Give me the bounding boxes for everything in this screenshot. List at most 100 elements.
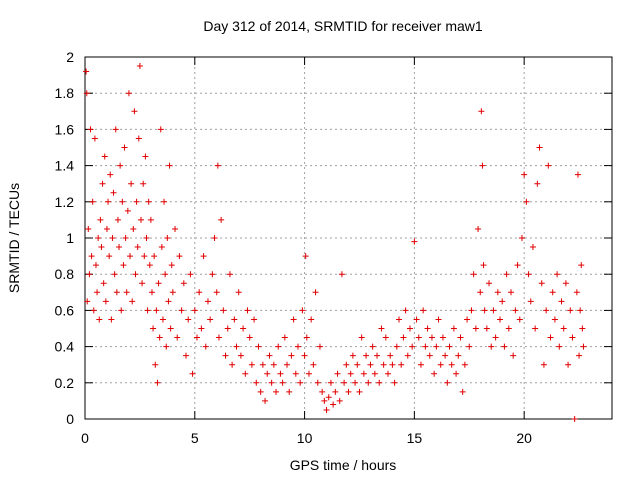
data-point: [237, 352, 244, 359]
data-point: [402, 307, 409, 314]
data-point: [545, 162, 552, 169]
data-point: [464, 316, 471, 323]
data-point: [470, 271, 477, 278]
data-point: [264, 370, 271, 377]
data-point: [180, 280, 187, 287]
data-point: [220, 307, 227, 314]
data-point: [578, 262, 585, 269]
data-point: [275, 343, 282, 350]
data-point: [391, 379, 398, 386]
data-point: [532, 325, 539, 332]
data-point: [140, 180, 147, 187]
data-point: [240, 325, 247, 332]
y-tick-label: 0.4: [55, 339, 75, 355]
data-point: [341, 379, 348, 386]
data-point: [477, 289, 484, 296]
data-point: [327, 379, 334, 386]
data-point: [371, 370, 378, 377]
data-point: [374, 352, 381, 359]
data-point: [305, 370, 312, 377]
data-point: [233, 343, 240, 350]
data-point: [319, 388, 326, 395]
data-point: [565, 361, 572, 368]
data-point: [159, 316, 166, 323]
data-point: [270, 361, 277, 368]
data-point: [116, 244, 123, 251]
data-point: [426, 352, 433, 359]
data-point: [431, 370, 438, 377]
data-point: [413, 316, 420, 323]
data-point: [125, 90, 132, 97]
data-point: [514, 262, 521, 269]
data-point: [521, 171, 528, 178]
data-point: [200, 253, 207, 260]
data-point: [417, 361, 424, 368]
data-point: [314, 379, 321, 386]
data-point: [358, 334, 365, 341]
data-point: [551, 316, 558, 323]
data-point: [155, 280, 162, 287]
data-point: [486, 280, 493, 287]
data-point: [433, 343, 440, 350]
data-point: [376, 379, 383, 386]
data-point: [110, 189, 117, 196]
x-tick-label: 10: [297, 430, 313, 446]
x-tick-label: 0: [81, 430, 89, 446]
data-point: [136, 63, 143, 70]
data-point: [321, 397, 328, 404]
data-point: [284, 361, 291, 368]
data-point: [129, 298, 136, 305]
data-point: [191, 307, 198, 314]
data-point: [446, 343, 453, 350]
data-point: [94, 289, 101, 296]
data-point: [259, 361, 266, 368]
data-point: [111, 271, 118, 278]
data-point: [214, 162, 221, 169]
data-point: [534, 180, 541, 187]
data-point: [102, 298, 109, 305]
data-point: [387, 352, 394, 359]
data-point: [268, 379, 275, 386]
x-tick-label: 15: [407, 430, 423, 446]
data-point: [549, 289, 556, 296]
data-point: [396, 316, 403, 323]
data-point: [207, 316, 214, 323]
x-tick-labels: 0 5 10 15 20: [81, 430, 532, 446]
data-point: [121, 144, 128, 151]
data-point: [163, 343, 170, 350]
data-point: [145, 198, 152, 205]
data-point: [148, 289, 155, 296]
y-tick-label: 1.6: [55, 121, 75, 137]
data-point: [178, 307, 185, 314]
data-point: [573, 289, 580, 296]
data-point: [360, 370, 367, 377]
data-point: [132, 271, 139, 278]
data-point: [246, 334, 253, 341]
data-point: [398, 361, 405, 368]
data-point: [91, 135, 98, 142]
data-point: [424, 325, 431, 332]
data-point: [497, 316, 504, 323]
data-point: [459, 388, 466, 395]
data-point: [95, 235, 102, 241]
data-point: [229, 361, 236, 368]
data-point: [558, 298, 565, 305]
data-point: [202, 343, 209, 350]
data-point: [579, 325, 586, 332]
data-point: [382, 334, 389, 341]
data-point: [576, 352, 583, 359]
data-point: [505, 325, 512, 332]
data-point: [415, 334, 422, 341]
data-point: [422, 343, 429, 350]
data-points: [83, 63, 587, 422]
data-point: [209, 271, 216, 278]
data-point: [325, 394, 332, 401]
data-point: [122, 235, 129, 241]
data-point: [547, 334, 554, 341]
data-point: [349, 352, 356, 359]
data-point: [480, 262, 487, 269]
data-point: [516, 316, 523, 323]
data-point: [218, 216, 225, 223]
data-point: [538, 280, 545, 287]
data-point: [165, 298, 172, 305]
